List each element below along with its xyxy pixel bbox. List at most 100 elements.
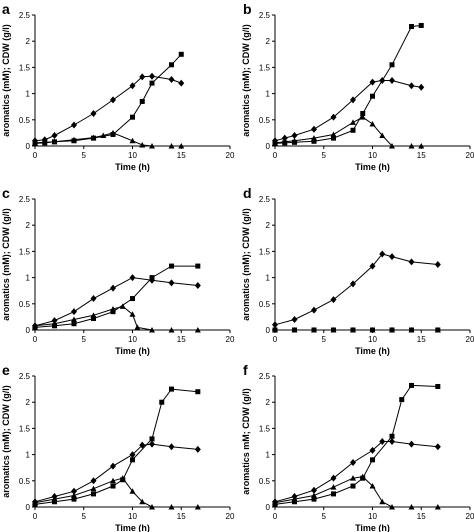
y-tick-label: 2 [26,398,31,407]
data-point-square [282,140,288,146]
data-point-square [409,24,414,30]
data-point-diamond [129,82,136,90]
data-point-triangle [330,131,337,137]
x-tick-label: 5 [322,151,327,160]
y-tick-label: 0 [26,326,31,335]
data-point-diamond [129,274,136,282]
data-point-square [350,127,356,133]
data-point-square [159,399,165,405]
data-point-triangle [149,143,155,149]
panel-c: c 0 0.5 1 1.5 2 2.5 0 5 10 15 20 Time (h) aromatics (… [1,185,235,356]
data-point-diamond [350,280,356,288]
data-point-square [139,98,145,104]
y-tick-label: 0.5 [19,116,31,125]
x-tick-label: 10 [368,335,377,344]
data-point-diamond [281,134,288,142]
data-point-square [195,389,201,395]
data-point-triangle [178,143,185,149]
data-point-diamond [139,73,146,81]
data-point-diamond [408,440,415,448]
data-point-diamond [434,443,441,451]
data-point-triangle [272,139,278,146]
y-tick-label: 0 [266,326,271,335]
x-axis-label: Time (h) [115,523,150,532]
data-point-triangle [434,504,441,510]
data-point-diamond [408,258,415,266]
data-point-triangle [139,498,146,505]
data-point-triangle [272,499,278,506]
y-tick-label: 2.5 [19,195,31,204]
panel-e: e 0 0.5 1 1.5 2 2.5 0 5 10 15 20 Time (h) aromatics (… [1,362,235,532]
y-tick-label: 1 [26,274,31,283]
data-point-diamond [149,72,155,80]
x-tick-label: 10 [128,512,137,521]
data-point-triangle [389,327,395,333]
x-axis-label: Time (h) [355,523,390,532]
data-point-diamond [71,487,77,495]
data-point-triangle [350,475,356,481]
data-point-triangle [408,327,415,333]
data-point-diamond [168,443,175,451]
data-point-diamond [90,110,97,118]
data-point-diamond [90,295,97,303]
data-point-diamond [379,438,386,445]
x-tick-label: 10 [368,151,377,160]
data-point-triangle [408,143,415,149]
data-point-square [195,263,201,269]
data-point-triangle [291,327,298,333]
data-point-square [435,383,441,389]
y-tick-label: 2 [266,37,271,46]
panel-b: b 0 0.5 1 1.5 2 2.5 0 5 10 15 20 Time (h) aromatics (… [241,1,474,172]
x-tick-label: 0 [33,151,38,160]
data-point-triangle [149,504,155,510]
data-point-triangle [379,498,386,505]
data-point-diamond [149,440,155,448]
data-point-triangle [51,138,58,145]
data-point-triangle [71,492,77,498]
data-point-square [399,397,405,403]
data-point-triangle [51,496,58,502]
x-tick-label: 5 [82,512,87,521]
data-point-triangle [291,496,298,502]
y-tick-label: 1.5 [259,247,271,256]
y-tick-label: 0 [266,503,271,512]
data-point-square [331,491,336,497]
data-point-triangle [369,120,376,127]
x-tick-label: 15 [177,151,186,160]
x-tick-label: 20 [466,512,474,521]
data-point-triangle [110,306,116,312]
x-tick-label: 0 [273,335,278,344]
data-point-diamond [194,281,201,289]
data-point-square [130,296,135,302]
series-line-diamond [34,75,182,142]
data-point-square [178,51,184,57]
data-point-diamond [389,77,395,84]
y-axis-label: aromatics (mM); CDW (g/l) [1,385,11,498]
data-point-triangle [408,504,415,510]
data-point-triangle [90,485,97,492]
y-axis-label: aromatics (mM); CDW (g/l) [1,208,11,321]
y-tick-label: 2.5 [259,195,271,204]
data-point-triangle [330,484,337,490]
x-axis-label: Time (h) [115,162,150,172]
data-point-diamond [350,458,356,466]
data-point-square [292,499,297,505]
x-tick-label: 20 [466,335,474,344]
data-point-diamond [139,441,146,449]
y-tick-label: 2 [26,221,31,230]
data-point-triangle [71,136,77,143]
data-point-diamond [51,317,58,325]
data-point-triangle [272,327,278,333]
series-line-triangle [34,477,198,508]
data-point-triangle [149,327,155,333]
data-point-square [130,114,135,120]
data-point-triangle [90,312,97,318]
x-tick-label: 10 [128,151,137,160]
data-point-diamond [389,253,395,261]
data-point-diamond [129,451,136,459]
data-point-triangle [359,473,366,480]
y-tick-label: 0 [26,503,31,512]
data-point-triangle [369,327,376,333]
y-tick-label: 1.5 [259,424,271,433]
x-tick-label: 0 [273,512,278,521]
